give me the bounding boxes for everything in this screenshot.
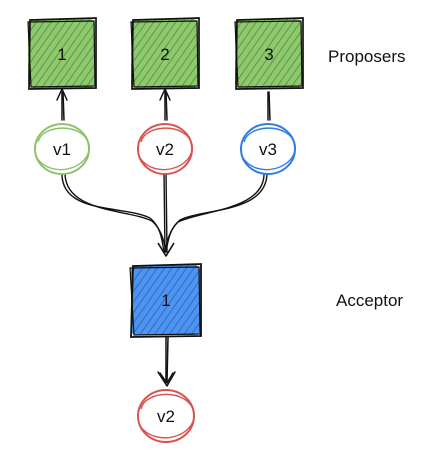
value-circle-v1: v1 bbox=[34, 123, 90, 175]
connector-v2-to-acceptor bbox=[163, 171, 166, 253]
proposers-label: Proposers bbox=[328, 47, 405, 66]
connector-v3-to-acceptor bbox=[165, 171, 268, 253]
accepted-value-circle: v2 bbox=[137, 389, 195, 443]
proposer-box-1: 1 bbox=[27, 17, 97, 90]
connector-v2-to-acceptor-stroke2 bbox=[165, 171, 168, 253]
proposer-value-links bbox=[56, 87, 271, 121]
proposer-1-label: 1 bbox=[57, 45, 66, 64]
value-v2-label: v2 bbox=[156, 140, 174, 159]
value-v3-label: v3 bbox=[259, 140, 277, 159]
connector-v3-to-acceptor-stroke2 bbox=[164, 171, 265, 253]
acceptor-input-arrowhead bbox=[157, 242, 175, 257]
value-circle-v3: v3 bbox=[240, 123, 296, 175]
acceptor-id-label: 1 bbox=[161, 291, 170, 310]
acceptor-label: Acceptor bbox=[336, 291, 403, 310]
value-v1-label: v1 bbox=[53, 140, 71, 159]
connector-lines bbox=[61, 171, 268, 253]
value-circle-v2: v2 bbox=[137, 123, 193, 175]
accepted-value-label: v2 bbox=[157, 407, 175, 426]
proposer-3-label: 3 bbox=[264, 45, 273, 64]
acceptor-box: 1 bbox=[129, 263, 202, 338]
connector-v1-to-acceptor-stroke2 bbox=[64, 171, 167, 253]
proposer-box-3: 3 bbox=[234, 17, 304, 90]
acceptor-output-link bbox=[157, 336, 176, 387]
proposer-2-label: 2 bbox=[160, 45, 169, 64]
proposer-box-2: 2 bbox=[130, 17, 200, 90]
connector-v1-to-acceptor bbox=[61, 171, 165, 253]
